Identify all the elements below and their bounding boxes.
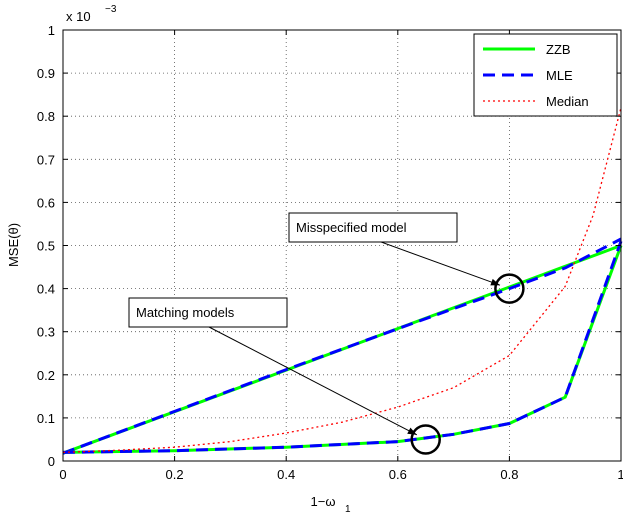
annotation-circle (494, 273, 525, 304)
series-line-median (62, 107, 622, 454)
x-tick-label: 0 (59, 467, 66, 482)
annotation-circles (410, 273, 525, 455)
y-axis-label: MSE(θ) (6, 223, 21, 267)
legend-label-median: Median (546, 94, 589, 109)
y-tick-label: 0.1 (37, 411, 55, 426)
annotation-arrows (208, 241, 501, 436)
y-tick-label: 0.9 (37, 66, 55, 81)
x-tick-label: 0.4 (277, 467, 295, 482)
y-tick-label: 0.5 (37, 239, 55, 254)
annotation-arrow-line (380, 241, 501, 286)
x-tick-label: 1 (617, 467, 623, 482)
y-tick-label: 0 (48, 454, 55, 469)
x-axis-label: 1−ω (311, 494, 336, 509)
y-tick-label: 0.8 (37, 109, 55, 124)
axis-ticks: 0 0.2 0.4 0.6 0.8 1 0 0.1 0.2 0.3 0.4 0.5 0.6 0.7 0.8 0… (37, 23, 623, 482)
y-exponent-prefix: x 10 (66, 9, 91, 24)
series-lines (62, 107, 623, 455)
y-tick-label: 0.2 (37, 368, 55, 383)
legend-label-zzb: ZZB (546, 42, 571, 57)
annotation-circle (410, 424, 441, 455)
annotation-arrow-head (490, 278, 500, 286)
y-tick-label: 0.4 (37, 282, 55, 297)
y-exponent-power: −3 (105, 4, 117, 15)
annotation-misspecified-text: Misspecified model (296, 220, 407, 235)
x-tick-label: 0.6 (389, 467, 407, 482)
annotation-arrow-head (407, 427, 417, 435)
y-tick-label: 1 (48, 23, 55, 38)
y-tick-label: 0.3 (37, 325, 55, 340)
annotation-misspecified: Misspecified model (288, 212, 458, 243)
annotation-matching-text: Matching models (136, 305, 235, 320)
y-tick-label: 0.6 (37, 195, 55, 210)
x-tick-label: 0.2 (166, 467, 184, 482)
annotation-arrow-line (208, 326, 418, 436)
x-axis-label-subscript: 1 (345, 504, 351, 515)
legend-label-mle: MLE (546, 68, 573, 83)
y-tick-label: 0.7 (37, 152, 55, 167)
series-line-mle-matching (62, 240, 623, 454)
legend: ZZB MLE Median (473, 33, 618, 117)
annotation-matching: Matching models (128, 297, 288, 328)
series-line-mle-misspecified (62, 237, 622, 455)
x-tick-label: 0.8 (500, 467, 518, 482)
